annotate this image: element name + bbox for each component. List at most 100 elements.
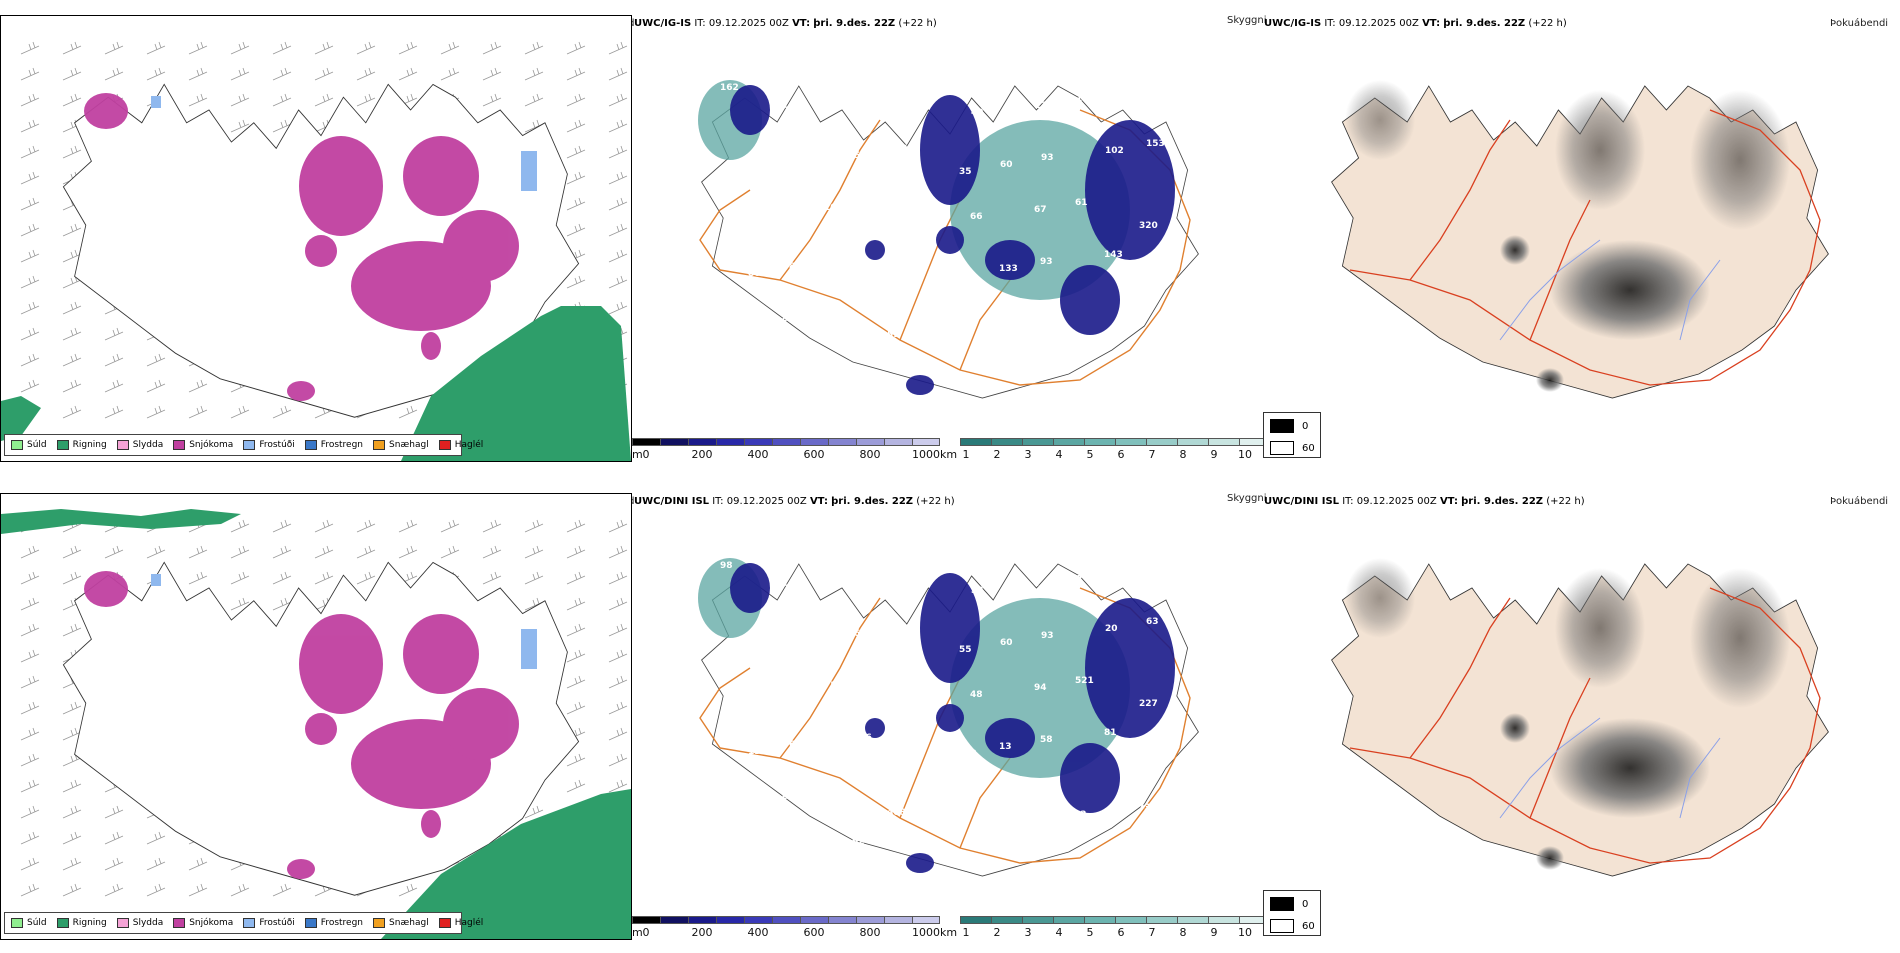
cloud-base-value: 373 xyxy=(1076,572,1095,582)
rain-areas xyxy=(1,306,631,461)
cloud-base-value: 93 xyxy=(1040,257,1053,267)
cloud-base-tick: 0 xyxy=(642,448,650,461)
cloud-base-value: 126 xyxy=(788,844,807,854)
cloud-base-value: 67 xyxy=(789,740,802,750)
legend-label: Snjókoma xyxy=(189,918,234,928)
cloud-base-value: 102 xyxy=(1105,146,1124,156)
cloud-base-value: 39 xyxy=(929,697,942,707)
visibility-colorbar xyxy=(960,438,1270,446)
precip-map[interactable] xyxy=(0,493,632,940)
fog-map[interactable] xyxy=(1300,518,1860,898)
colorbar-cell xyxy=(1053,438,1084,446)
precip-legend-item: Haglél xyxy=(438,440,483,450)
cloud-base-value: 98 xyxy=(720,561,733,571)
cloud-base-value: 233 xyxy=(1140,565,1159,575)
cloud-base-value: 67 xyxy=(1034,205,1047,215)
cloud-panel-header: UWC/IG-IS IT: 09.12.2025 00Z VT: þri. 9.… xyxy=(634,18,937,29)
cloud-base-labels: 162 73 101 98 67 49 22 183 104 61 64 55 82 35 60 93 102 1… xyxy=(720,83,1165,340)
legend-swatch xyxy=(304,440,317,450)
fog-legend-swatch xyxy=(1270,441,1294,455)
cloud-base-value: 46 xyxy=(741,321,754,331)
cloud-base-value: 48 xyxy=(970,690,983,700)
cloud-base-value: 100 xyxy=(1033,787,1052,797)
visibility-tick: 6 xyxy=(1117,926,1125,939)
cloud-base-value: 55 xyxy=(742,695,755,705)
cloud-map[interactable]: 9879121665653737323323114668515560932063… xyxy=(660,518,1240,898)
legend-label: Snæhagl xyxy=(389,918,429,928)
cloud-base-value: 10 xyxy=(824,203,837,213)
visibility-tick: 8 xyxy=(1179,448,1187,461)
model-name: UWC/IG-IS xyxy=(1264,18,1322,29)
cloud-panel-title: Skyggni xyxy=(1227,493,1267,504)
colorbar-cell xyxy=(800,438,828,446)
cloud-base-tick: 800 xyxy=(859,926,881,939)
legend-label: Slydda xyxy=(132,440,164,450)
colorbar-cell xyxy=(1084,438,1115,446)
visibility-tick: 2 xyxy=(993,926,1001,939)
colorbar-cell xyxy=(716,438,744,446)
colorbar-cell xyxy=(828,438,856,446)
cloud-base-value: 63 xyxy=(1146,617,1159,627)
cloud-base-value: 60 xyxy=(1000,160,1013,170)
init-time: IT: 09.12.2025 00Z xyxy=(1324,18,1419,29)
visibility-tick: 8 xyxy=(1179,926,1187,939)
cloud-base-ticks: m 0 200 400 600 800 1000 xyxy=(632,448,942,462)
precip-legend-item: Slydda xyxy=(116,440,164,450)
visibility-unit: km xyxy=(940,448,958,461)
cloud-base-value: 58 xyxy=(1040,735,1053,745)
cloud-base-value: 121 xyxy=(825,577,844,587)
cloud-base-value: 81 xyxy=(789,262,802,272)
colorbar-cell xyxy=(716,916,744,924)
cloud-base-value: 405 xyxy=(823,785,842,795)
visibility-tick: 3 xyxy=(1024,926,1032,939)
fog-legend-swatch xyxy=(1270,419,1294,433)
legend-swatch xyxy=(173,918,186,928)
cloud-base-value: 93 xyxy=(1041,631,1054,641)
legend-swatch xyxy=(116,440,129,450)
colorbar-cell xyxy=(856,916,884,924)
cloud-base-value: 59 xyxy=(887,330,900,340)
cloud-base-value: 51 xyxy=(895,622,908,632)
legend-swatch xyxy=(56,440,69,450)
colorbar-cell xyxy=(772,438,800,446)
cloud-base-tick: 1000 xyxy=(912,926,940,939)
legend-label: Rigning xyxy=(72,918,107,928)
model-name: UWC/DINI ISL xyxy=(1264,496,1340,507)
colorbar-cell xyxy=(688,916,716,924)
visibility-tick: 1 xyxy=(962,926,970,939)
legend-label: Súld xyxy=(27,918,47,928)
colorbar-cell xyxy=(1115,438,1146,446)
legend-label: Snjókoma xyxy=(189,440,234,450)
cloud-base-colorbar xyxy=(632,438,940,446)
precip-legend-item: Frostregn xyxy=(304,918,363,928)
cloud-base-value: 68 xyxy=(854,629,867,639)
visibility-tick: 5 xyxy=(1086,926,1094,939)
cloud-map[interactable]: 162 73 101 98 67 49 22 183 104 61 64 55 82 35 60 93 102 1… xyxy=(660,40,1240,420)
precip-legend: Súld Rigning Slydda Snjókoma Frostúði Fr… xyxy=(4,434,483,456)
cloud-base-value: 66 xyxy=(889,570,902,580)
colorbar-cell xyxy=(991,438,1022,446)
fog-map[interactable] xyxy=(1300,40,1860,420)
cloud-base-unit: m xyxy=(632,926,643,939)
legend-label: Rigning xyxy=(72,440,107,450)
cloud-base-value: 50 xyxy=(929,219,942,229)
visibility-tick: 4 xyxy=(1055,448,1063,461)
precip-legend-item: Slydda xyxy=(116,918,163,928)
cloud-base-value: 252 xyxy=(958,749,977,759)
cloud-base-value: 146 xyxy=(790,636,809,646)
colorbar-cell xyxy=(632,438,660,446)
cloud-base-value: 101 xyxy=(825,99,844,109)
precip-legend-item: Rigning xyxy=(56,918,107,928)
valid-time: þri. 9.des. 22Z xyxy=(1443,18,1526,29)
init-time: IT: 09.12.2025 00Z xyxy=(712,496,807,507)
cloud-base-value: 93 xyxy=(1041,153,1054,163)
colorbar-cell xyxy=(1115,916,1146,924)
colorbar-cell xyxy=(1208,438,1239,446)
fog-roads xyxy=(1349,587,1821,864)
cloud-base-value: 34 xyxy=(928,323,941,333)
cloud-base-value: 67 xyxy=(930,85,943,95)
snow-areas xyxy=(84,571,519,879)
precip-map[interactable] xyxy=(0,15,632,462)
valid-time: þri. 9.des. 22Z xyxy=(1461,496,1544,507)
cloud-base-value: 81 xyxy=(1104,728,1117,738)
